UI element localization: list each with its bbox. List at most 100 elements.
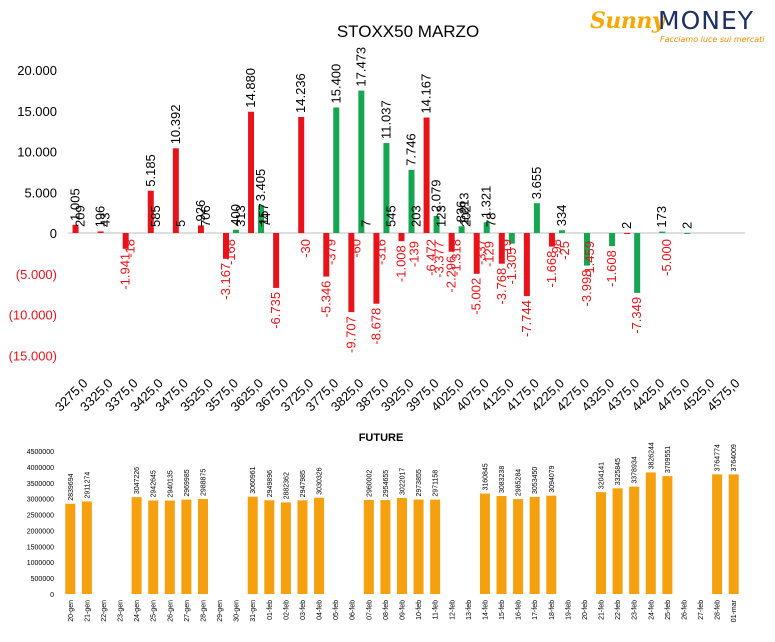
future-x-tick-label: 27-feb [698, 600, 705, 620]
future-x-tick-label: 04-feb [317, 600, 324, 620]
future-bar [662, 476, 673, 594]
call-bar [147, 190, 154, 233]
future-y-tick-label: 1000000 [27, 560, 54, 567]
future-data-label: 3094079 [549, 465, 556, 492]
future-data-label: 3030326 [317, 467, 324, 494]
call-secondary-label: -1.318 [449, 239, 464, 276]
call-data-label: 196 [93, 206, 108, 228]
future-bar [430, 499, 441, 594]
future-data-label: 3053450 [532, 467, 539, 494]
call-bar [298, 116, 305, 233]
call-bar [498, 233, 505, 264]
put-bar [433, 216, 440, 233]
call-bar [624, 232, 631, 234]
extra-data-label: -3.377 [432, 241, 447, 278]
future-data-label: 2988875 [200, 469, 207, 496]
future-data-label: 2940135 [167, 470, 174, 497]
call-data-label: -1.941 [118, 253, 133, 290]
future-x-tick-label: 17-feb [532, 600, 539, 620]
future-bar [712, 474, 723, 594]
future-y-tick-label: 2000000 [27, 528, 54, 535]
future-y-tick-label: 3000000 [27, 497, 54, 504]
future-data-label: 2973855 [416, 469, 423, 496]
future-data-label: 2911274 [84, 472, 91, 499]
put-data-label: 3.655 [529, 167, 544, 200]
put-bar [659, 231, 666, 233]
y-tick-label: 10.000 [17, 145, 57, 160]
y-tick-label: (15.000) [9, 348, 57, 363]
put-bar [333, 107, 340, 233]
future-x-tick-label: 23-gen [118, 600, 125, 622]
y-tick-label: 15.000 [17, 104, 57, 119]
future-x-tick-label: 16-feb [516, 600, 523, 620]
call-data-label: 14.880 [243, 68, 258, 108]
future-data-label: 3160845 [482, 463, 489, 490]
call-bar [323, 233, 330, 277]
future-x-tick-label: 27-gen [184, 600, 191, 622]
extra-data-label: 157 [256, 203, 271, 225]
future-x-tick-label: 03-feb [300, 600, 307, 620]
future-x-tick-label: 22-gen [101, 600, 108, 622]
future-x-tick-label: 18-feb [549, 600, 556, 620]
future-x-tick-label: 09-feb [400, 600, 407, 620]
future-bar [728, 474, 739, 594]
call-bar [548, 233, 555, 247]
future-bar [529, 496, 540, 594]
future-bar [280, 502, 291, 594]
future-x-tick-label: 28-feb [715, 600, 722, 620]
put-bar [508, 233, 515, 244]
put-bar [584, 233, 591, 266]
extra-data-label: -139 [407, 241, 422, 267]
put-bar [408, 169, 415, 233]
call-secondary-label: 5 [173, 220, 188, 227]
put-data-label: 11.037 [378, 100, 393, 139]
future-data-label: 2882362 [283, 472, 290, 499]
future-data-labels: 2839694 2911274 3047226 2942645 2940135 29699… [68, 442, 738, 501]
put-bar [634, 233, 641, 293]
future-x-tick-label: 26-feb [681, 600, 688, 620]
y-tick-label: 0 [50, 226, 57, 241]
call-bar [172, 148, 179, 233]
future-data-label: 2942645 [151, 470, 158, 497]
call-data-label: -2.296 [444, 256, 459, 293]
future-y-tick-label: 0 [50, 592, 54, 599]
call-bar [398, 233, 405, 242]
put-secondary-label: -5.000 [659, 239, 674, 276]
put-data-label: -7.349 [629, 297, 644, 334]
future-data-label: 2954655 [383, 470, 390, 497]
brand-name-money: MONEY [658, 6, 755, 35]
future-y-tick-label: 2500000 [27, 513, 54, 520]
y-tick-label: (5.000) [16, 267, 57, 282]
future-data-label: 3764774 [715, 444, 722, 471]
call-data-label: -3.167 [218, 263, 233, 300]
future-bar [612, 488, 623, 594]
put-bar [609, 233, 616, 247]
future-x-tick-label: 01-mar [731, 599, 738, 622]
future-x-tick-label: 22-feb [615, 600, 622, 620]
put-bar [558, 230, 565, 233]
future-data-label: 3764009 [731, 444, 738, 471]
brand-logo: Sunny MONEY Facciamo luce sui mercati [590, 4, 770, 54]
put-secondary-label: 203 [409, 205, 424, 227]
y-tick-label: (10.000) [9, 308, 57, 323]
put-data-label: 2 [679, 222, 694, 229]
future-y-tick-label: 1500000 [27, 544, 54, 551]
call-data-label: 14.236 [293, 73, 308, 113]
future-y-tick-label: 4500000 [27, 449, 54, 456]
future-bar [314, 497, 325, 594]
future-data-label: 3047226 [134, 467, 141, 494]
future-x-tick-label: 25-gen [151, 600, 158, 622]
extra-data-label: -25 [557, 241, 572, 260]
future-bar [479, 493, 490, 594]
call-bar [373, 233, 380, 304]
future-x-tick-label: 10-feb [416, 600, 423, 620]
call-secondary-label: -60 [348, 239, 363, 258]
call-secondary-label: -6.472 [424, 239, 439, 276]
future-data-label: 2969985 [184, 469, 191, 496]
future-data-label: 2947985 [300, 470, 307, 497]
future-bar [596, 492, 607, 594]
future-y-tick-label: 3500000 [27, 481, 54, 488]
future-data-label: 3022017 [400, 468, 407, 495]
future-x-tick-label: 19-feb [565, 600, 572, 620]
put-data-label: 2.079 [429, 180, 444, 213]
